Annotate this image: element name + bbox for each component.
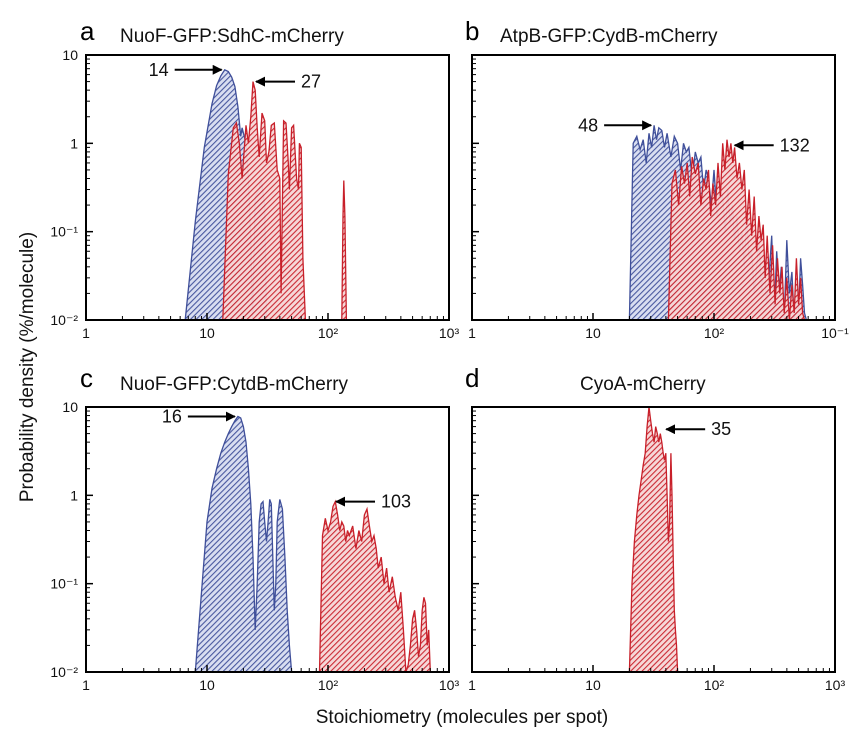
panel-b: b AtpB-GFP:CydB-mCherry 1 10 10² 10⁻¹ 48 132	[465, 16, 849, 341]
panel-a-annotations: 14 27	[149, 60, 321, 92]
panel-b-annotation-label: 48	[578, 115, 598, 135]
panel-d-annotations: 35	[665, 419, 731, 439]
panel-d-xtick-label: 10³	[825, 677, 846, 693]
panel-b-title: AtpB-GFP:CydB-mCherry	[500, 26, 718, 47]
panel-d-frame	[471, 406, 836, 673]
panel-c-xtick-label: 10	[199, 677, 215, 693]
panel-c-xtick-label: 10²	[318, 677, 339, 693]
panel-d: d CyoA-mCherry 1 10 10² 10³ 35	[465, 363, 845, 693]
panel-a-plot-area	[184, 68, 348, 321]
panel-c-ytick-label: 10⁻²	[50, 664, 78, 680]
panel-a-xtick-label: 1	[82, 325, 90, 341]
panel-d-xtick-label: 10²	[704, 677, 725, 693]
panel-b-annotations: 48 132	[578, 115, 810, 155]
y-axis-title: Probability density (%/molecule)	[17, 232, 38, 502]
panel-d-series-red-area	[628, 406, 679, 673]
panel-letter-a: a	[80, 16, 95, 46]
panel-a-annotation-label: 27	[301, 72, 321, 92]
panel-d-plot-area	[628, 406, 679, 673]
panel-c-frame	[85, 406, 450, 673]
panel-d-xtick-label: 10	[585, 677, 601, 693]
panel-b-plot-area	[628, 125, 808, 321]
panel-a-xtick-label: 10²	[318, 325, 339, 341]
panel-c-title: NuoF-GFP:CytdB-mCherry	[120, 374, 349, 395]
panel-b-annotation-label: 132	[780, 135, 810, 155]
panel-a-ytick-label: 10⁻¹	[50, 224, 78, 240]
panel-c-annotations: 16 103	[162, 407, 411, 512]
panel-b-xtick-label: 10⁻¹	[821, 325, 849, 341]
panel-a-ytick-label: 10	[62, 47, 78, 63]
panel-c-xtick-label: 1	[82, 677, 90, 693]
panel-letter-b: b	[465, 16, 479, 46]
panel-d-title: CyoA-mCherry	[580, 374, 706, 395]
panel-d-annotation-label: 35	[711, 419, 731, 439]
panel-c-ytick-label: 1	[70, 487, 78, 503]
panel-a-ticks: 1 10 10² 10³ 10 1 10⁻¹ 10⁻²	[50, 47, 459, 341]
panel-c-annotation-label: 16	[162, 407, 182, 427]
panel-b-frame	[471, 54, 836, 321]
panel-a-frame	[85, 54, 450, 321]
panel-c: c NuoF-GFP:CytdB-mCherry 1 10 10² 10³10110⁻…	[50, 363, 459, 693]
panel-b-ticks: 1 10 10² 10⁻¹	[468, 54, 849, 341]
panel-a-series-red-area	[222, 81, 348, 321]
panel-d-xtick-label: 1	[468, 677, 476, 693]
panel-c-series-red-area	[318, 499, 431, 673]
panel-letter-d: d	[465, 363, 479, 393]
panel-b-series-red-area	[667, 139, 806, 321]
panel-b-xtick-label: 10	[585, 325, 601, 341]
panel-b-xtick-label: 1	[468, 325, 476, 341]
panel-c-ytick-label: 10	[62, 399, 78, 415]
panel-c-ytick-label: 10⁻¹	[50, 576, 78, 592]
panel-c-plot-area	[194, 415, 431, 673]
panel-b-xtick-label: 10²	[704, 325, 725, 341]
panel-a-title: NuoF-GFP:SdhC-mCherry	[120, 26, 344, 47]
panel-a-ytick-label: 10⁻²	[50, 312, 78, 328]
panel-c-xtick-label: 10³	[439, 677, 460, 693]
panel-d-ticks: 1 10 10² 10³	[468, 406, 846, 693]
panel-c-ticks: 1 10 10² 10³ 10 1 10⁻¹ 10⁻²	[50, 399, 459, 693]
panel-a-ytick-label: 1	[70, 135, 78, 151]
panel-a-xtick-label: 10	[199, 325, 215, 341]
panel-c-annotation-label: 103	[381, 492, 411, 512]
panel-a: a NuoF-GFP:SdhC-mCherry 1 10 10² 10³ 10 1 10⁻¹…	[50, 16, 459, 341]
panel-c-series-blue-area	[194, 415, 293, 673]
x-axis-title: Stoichiometry (molecules per spot)	[316, 707, 609, 728]
panel-letter-c: c	[80, 363, 93, 393]
panel-a-xtick-label: 10³	[439, 325, 460, 341]
panel-a-annotation-label: 14	[149, 60, 169, 80]
